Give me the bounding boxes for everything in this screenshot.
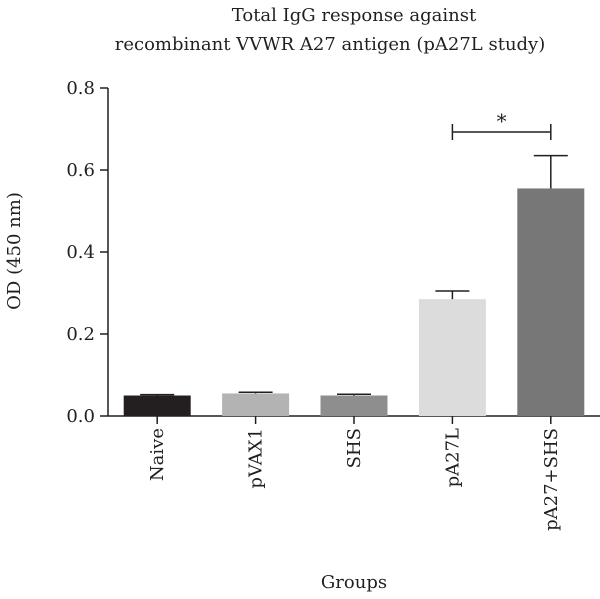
bar-pvax1 bbox=[222, 393, 290, 416]
x-axis-label: Groups bbox=[321, 572, 387, 593]
chart-title-line-2: recombinant VVWR A27 antigen (pA27L stud… bbox=[115, 34, 546, 55]
y-tick-label: 0.4 bbox=[66, 242, 95, 263]
x-tick-label: pA27L bbox=[442, 428, 463, 487]
plot-area: 0.0 0.2 0.4 0.6 0.8 Naive pVAX1 SHS pA27L pA27+SH… bbox=[66, 78, 600, 531]
significance-marker: * bbox=[497, 109, 507, 133]
bar-pa27-shs bbox=[517, 188, 585, 416]
y-tick-label: 0.2 bbox=[66, 324, 95, 345]
chart-title-line-1: Total IgG response against bbox=[232, 5, 477, 26]
y-tick-label: 0.8 bbox=[66, 78, 95, 99]
y-tick-label: 0.6 bbox=[66, 160, 95, 181]
bar-shs bbox=[320, 395, 388, 416]
y-tick-label: 0.0 bbox=[66, 406, 95, 427]
x-tick-label: SHS bbox=[344, 428, 365, 468]
bar-pa27l bbox=[418, 299, 486, 416]
x-tick-label: pA27+SHS bbox=[541, 428, 562, 531]
x-tick-label: pVAX1 bbox=[246, 428, 267, 489]
bar-naive bbox=[123, 395, 191, 416]
x-tick-label: Naive bbox=[147, 428, 168, 481]
y-axis-label: OD (450 nm) bbox=[4, 192, 25, 310]
